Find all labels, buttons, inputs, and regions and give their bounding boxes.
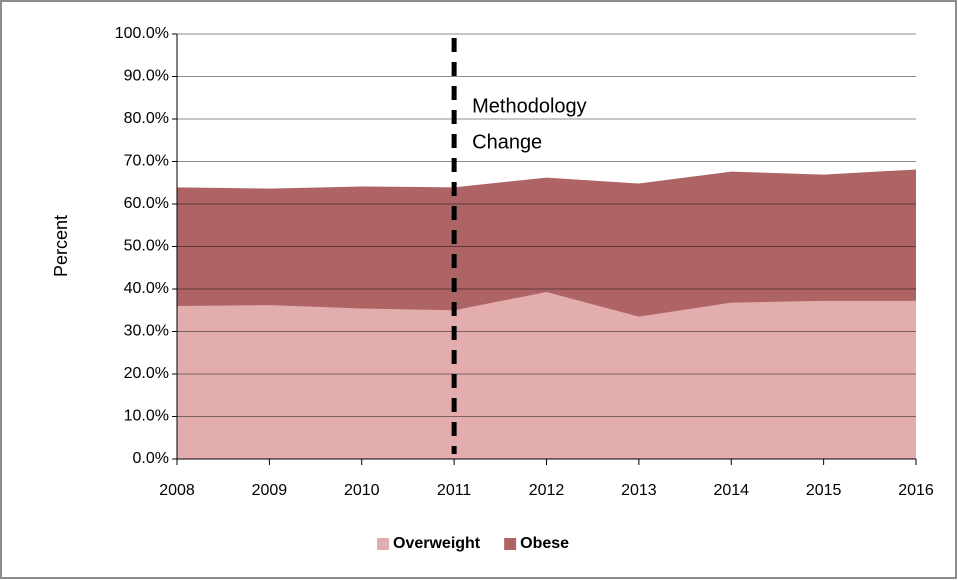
y-tick-label: 80.0% (124, 110, 169, 127)
area-fill (177, 291, 916, 459)
y-axis-label: Percent (51, 215, 71, 277)
x-tick-label: 2016 (898, 482, 934, 499)
legend-swatch (377, 538, 389, 550)
annotation-text: Methodology (472, 95, 587, 117)
y-tick-label: 70.0% (124, 153, 169, 170)
x-tick-label: 2010 (344, 482, 380, 499)
y-tick-label: 20.0% (124, 365, 169, 382)
y-tick-label: 30.0% (124, 323, 169, 340)
y-tick-label: 60.0% (124, 195, 169, 212)
y-tick-label: 100.0% (115, 25, 169, 42)
area-fill (177, 170, 916, 317)
legend-swatch (504, 538, 517, 550)
area-edge (176, 169, 917, 190)
x-tick-label: 2009 (252, 482, 288, 499)
y-tick-label: 90.0% (124, 68, 169, 85)
x-tick-label: 2013 (621, 482, 657, 499)
legend-label: Overweight (393, 535, 481, 552)
x-tick-label: 2015 (806, 482, 842, 499)
legend-label: Obese (520, 535, 569, 552)
x-tick-label: 2014 (713, 482, 749, 499)
y-tick-label: 0.0% (133, 450, 169, 467)
x-tick-label: 2012 (529, 482, 565, 499)
y-tick-label: 50.0% (124, 238, 169, 255)
x-tick-label: 2011 (437, 482, 472, 499)
annotation-text: Change (472, 131, 542, 153)
x-tick-label: 2008 (159, 482, 195, 499)
y-tick-label: 10.0% (124, 408, 169, 425)
y-tick-label: 40.0% (124, 280, 169, 297)
